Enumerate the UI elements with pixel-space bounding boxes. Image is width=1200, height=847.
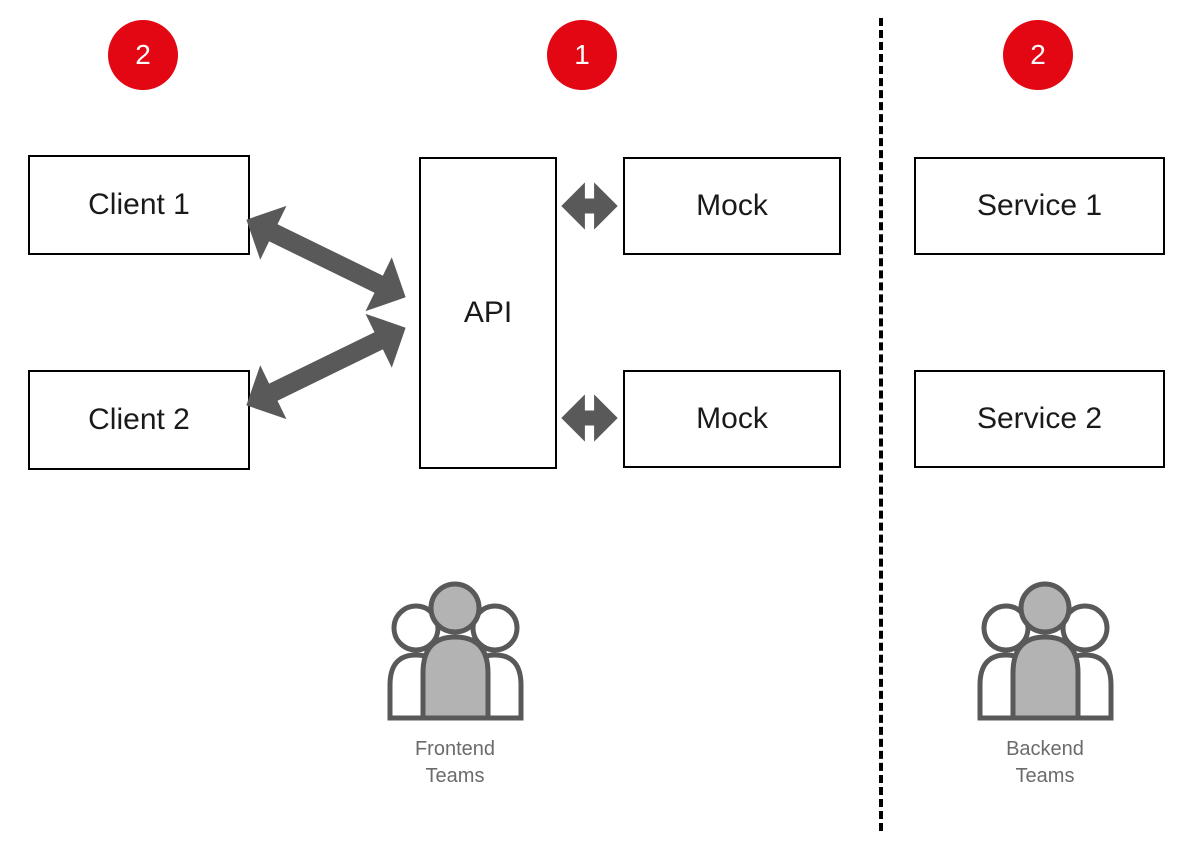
team-label-line: Frontend: [380, 736, 530, 763]
arrow-api-mock2: [562, 396, 617, 441]
frontend-team-icon: [378, 573, 533, 723]
arrow-client2-api: [247, 315, 405, 419]
frontend-team-label: FrontendTeams: [380, 736, 530, 790]
team-label-line: Teams: [970, 763, 1120, 790]
team-label-line: Teams: [380, 763, 530, 790]
team-label-line: Backend: [970, 736, 1120, 763]
arrow-api-mock1: [562, 184, 617, 229]
backend-team-label: BackendTeams: [970, 736, 1120, 790]
arrow-client1-api: [247, 207, 405, 311]
backend-team-icon: [968, 573, 1123, 723]
